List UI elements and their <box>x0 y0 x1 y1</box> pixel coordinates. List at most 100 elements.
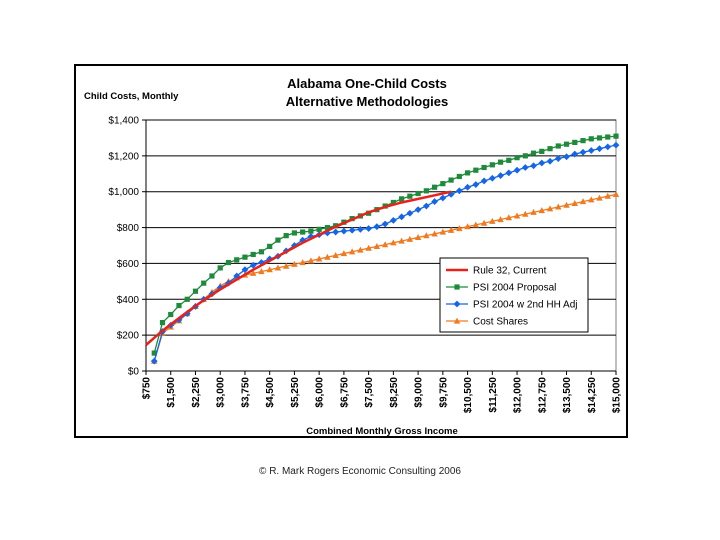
data-point <box>571 150 579 158</box>
data-point <box>448 177 454 183</box>
x-tick-label: $5,250 <box>290 377 301 408</box>
x-tick-label: $15,000 <box>612 377 623 414</box>
data-point <box>431 184 438 190</box>
data-point <box>201 280 207 286</box>
legend-swatch-marker <box>453 300 461 308</box>
data-point <box>563 201 570 208</box>
data-point <box>414 234 422 241</box>
data-point <box>340 227 348 235</box>
data-point <box>481 164 487 171</box>
legend-label: Cost Shares <box>473 317 528 328</box>
x-tick-label: $9,000 <box>414 377 425 408</box>
chart-title-line-2: Alternative Methodologies <box>286 94 449 109</box>
line-chart: $0 $200 $400 $600 $800 $1,000 $1,200 $1,400 $750… <box>84 76 623 436</box>
data-point <box>604 192 611 199</box>
legend-label: Rule 32, Current <box>473 266 547 277</box>
axes: $0 $200 $400 $600 $800 $1,000 $1,200 $1,400 $750… <box>108 116 622 414</box>
data-point <box>488 174 496 182</box>
x-tick-label: $12,750 <box>537 377 548 414</box>
data-point <box>390 199 396 206</box>
data-point <box>365 225 373 232</box>
data-point <box>489 162 495 168</box>
data-point <box>539 148 545 154</box>
data-point <box>455 187 463 195</box>
data-point <box>348 248 356 255</box>
data-point <box>291 230 298 236</box>
data-point <box>216 284 224 292</box>
data-point <box>324 224 331 231</box>
data-point <box>407 193 413 199</box>
data-point <box>242 254 248 260</box>
data-point <box>308 228 314 234</box>
x-tick-label: $7,500 <box>364 377 375 408</box>
data-point <box>489 217 496 224</box>
data-point <box>249 269 257 276</box>
y-tick-label: $800 <box>117 223 140 234</box>
data-point <box>332 228 340 236</box>
data-point <box>299 259 306 266</box>
data-point <box>373 223 381 231</box>
x-tick-label: $13,500 <box>562 377 573 414</box>
data-point <box>399 196 405 202</box>
legend-label: PSI 2004 w 2nd HH Adj <box>473 300 578 311</box>
data-point <box>267 243 273 249</box>
data-point <box>168 311 174 318</box>
data-point <box>192 288 199 294</box>
data-point <box>340 250 348 257</box>
data-point <box>291 260 298 267</box>
y-tick-label: $1,000 <box>108 187 139 198</box>
data-point <box>217 265 223 271</box>
chart-title-line-1: Alabama One-Child Costs <box>287 76 447 91</box>
legend-swatch-marker <box>454 284 460 290</box>
data-point <box>456 173 462 180</box>
data-point <box>275 237 281 243</box>
x-tick-label: $10,500 <box>463 377 474 414</box>
data-point <box>332 251 339 258</box>
data-point <box>522 153 528 159</box>
data-point <box>605 134 611 140</box>
data-point <box>282 262 290 269</box>
data-point <box>464 170 471 176</box>
y-axis-label: Child Costs, Monthly <box>84 91 179 102</box>
data-point <box>522 210 529 217</box>
data-point <box>555 143 561 149</box>
data-point <box>389 217 397 224</box>
data-point <box>596 145 603 153</box>
data-point <box>431 198 438 205</box>
data-point <box>357 246 364 253</box>
y-tick-label: $600 <box>117 259 140 270</box>
legend-item-rule-32-current: Rule 32, Current <box>446 266 547 277</box>
data-point <box>150 357 158 365</box>
data-point <box>555 203 562 210</box>
data-point <box>464 223 471 230</box>
legend-item-psi-2004-w-2nd-hh-adj: PSI 2004 w 2nd HH Adj <box>446 300 578 311</box>
data-point <box>456 225 463 232</box>
data-point <box>406 209 414 217</box>
x-tick-label: $9,750 <box>438 377 449 408</box>
data-point <box>521 164 529 171</box>
data-point <box>563 141 570 147</box>
data-point <box>513 166 521 174</box>
data-point <box>423 188 429 194</box>
data-point <box>209 273 215 279</box>
y-tick-label: $1,400 <box>108 116 139 127</box>
legend-item-cost-shares: Cost Shares <box>446 317 528 328</box>
data-point <box>316 226 322 232</box>
x-tick-label: $12,000 <box>513 377 524 414</box>
data-point <box>356 225 364 233</box>
data-point <box>497 216 504 223</box>
legend: Rule 32, Current PSI 2004 Proposal PSI 200… <box>439 257 589 333</box>
data-point <box>258 249 265 255</box>
data-point <box>250 251 256 258</box>
data-point <box>530 162 537 170</box>
data-point <box>300 229 306 235</box>
data-point <box>423 232 430 239</box>
data-point <box>431 230 438 237</box>
x-tick-label: $2,250 <box>191 377 202 408</box>
legend-label: PSI 2004 Proposal <box>473 283 556 294</box>
data-point <box>538 207 545 214</box>
series-line-rule-32-current <box>145 190 452 346</box>
data-point <box>440 181 446 187</box>
data-point <box>439 194 447 202</box>
x-tick-label: $14,250 <box>587 377 598 414</box>
